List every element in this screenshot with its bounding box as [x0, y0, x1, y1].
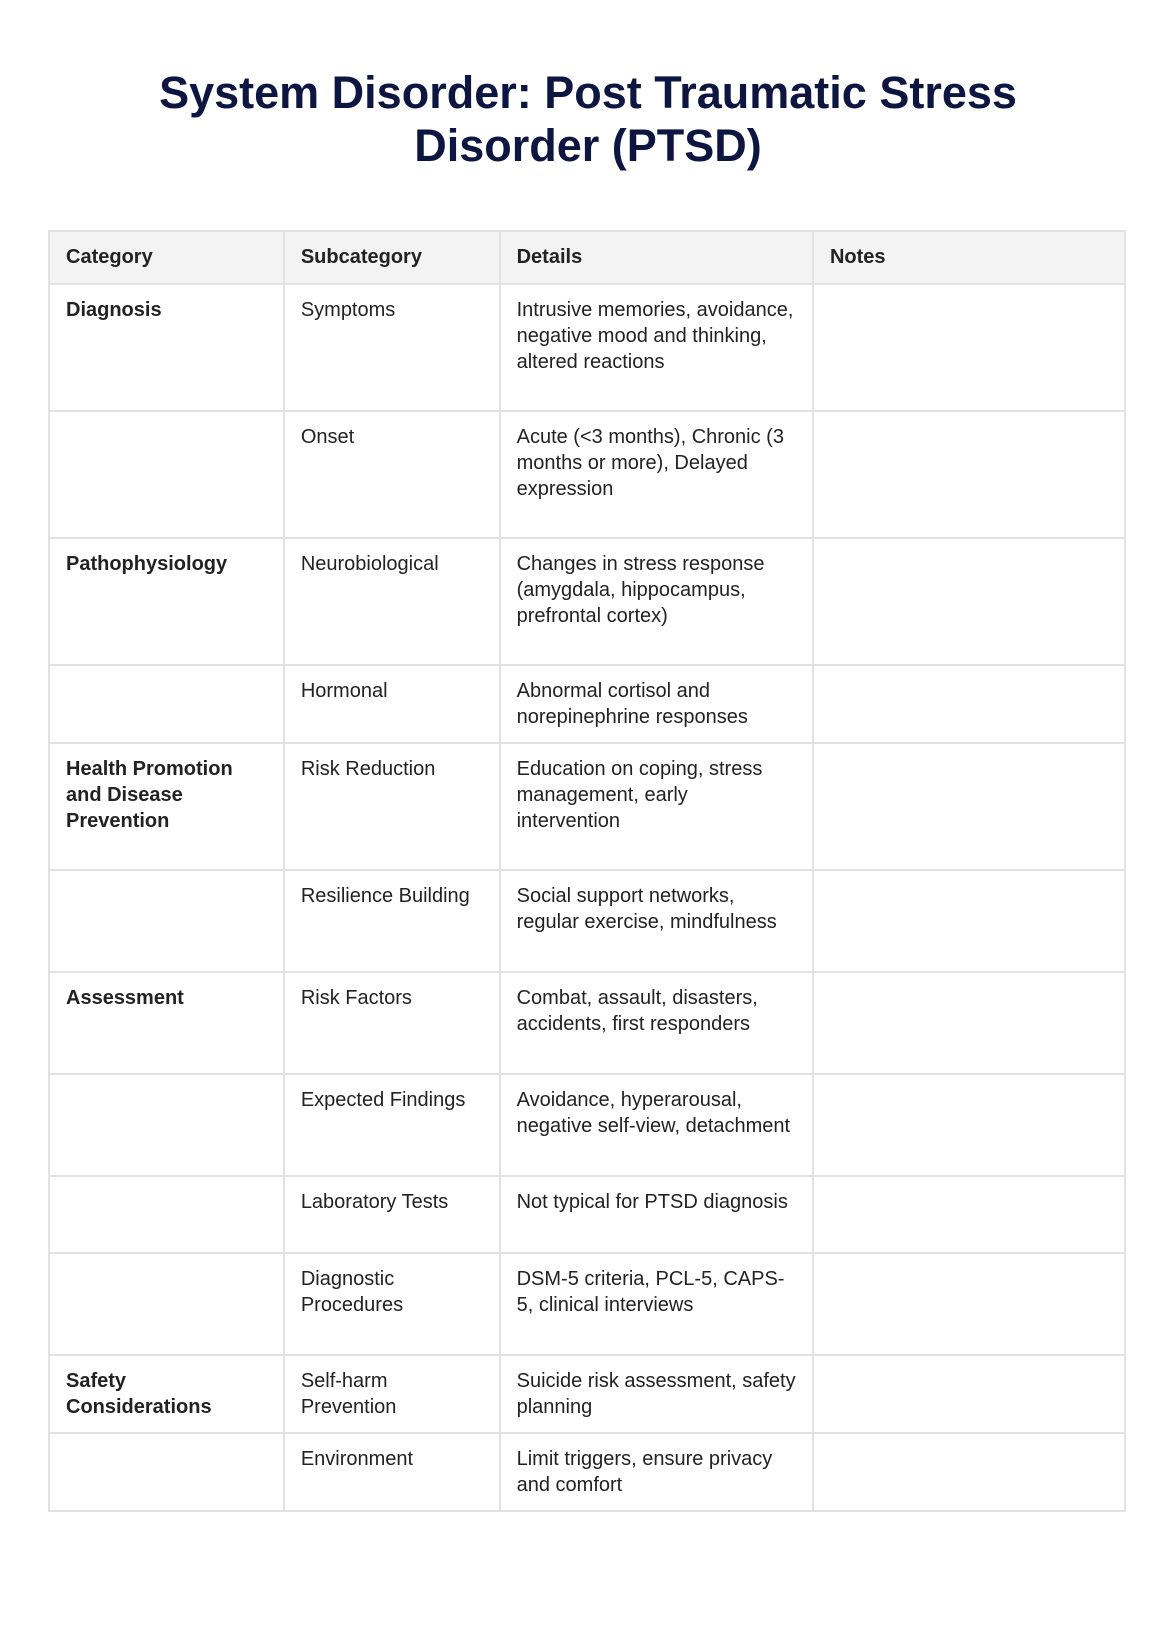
header-notes: Notes: [811, 230, 1127, 285]
table-row: Resilience Building Social support networ…: [48, 869, 1127, 973]
cell-subcategory: Diagnostic Procedures: [282, 1252, 501, 1356]
cell-details: Suicide risk assessment, safety planning: [498, 1354, 814, 1434]
table-row: Diagnostic Procedures DSM-5 criteria, PCL…: [48, 1252, 1127, 1356]
cell-notes: [811, 410, 1127, 539]
cell-subcategory: Symptoms: [282, 283, 501, 412]
cell-category: [48, 1252, 285, 1356]
cell-category: [48, 410, 285, 539]
cell-notes: [811, 1252, 1127, 1356]
cell-notes: [811, 869, 1127, 973]
cell-subcategory: Risk Reduction: [282, 742, 501, 871]
cell-details: Acute (<3 months), Chronic (3 months or …: [498, 410, 814, 539]
cell-notes: [811, 1175, 1127, 1254]
header-details: Details: [498, 230, 814, 285]
table-row: Assessment Risk Factors Combat, assault, d…: [48, 971, 1127, 1075]
table-row: Environment Limit triggers, ensure privac…: [48, 1432, 1127, 1512]
cell-details: Education on coping, stress management, …: [498, 742, 814, 871]
cell-subcategory: Hormonal: [282, 664, 501, 744]
cell-subcategory: Self-harm Prevention: [282, 1354, 501, 1434]
table-row: Diagnosis Symptoms Intrusive memories, avo…: [48, 283, 1127, 412]
cell-category: Pathophysiology: [48, 537, 285, 666]
cell-category: [48, 1073, 285, 1177]
table-row: Health Promotion and Disease Prevention R…: [48, 742, 1127, 871]
table-row: Laboratory Tests Not typical for PTSD dia…: [48, 1175, 1127, 1254]
cell-category: [48, 1175, 285, 1254]
cell-category: [48, 664, 285, 744]
cell-category: [48, 1432, 285, 1512]
cell-details: Abnormal cortisol and norepinephrine res…: [498, 664, 814, 744]
cell-subcategory: Expected Findings: [282, 1073, 501, 1177]
cell-notes: [811, 283, 1127, 412]
cell-category: Diagnosis: [48, 283, 285, 412]
table-row: Hormonal Abnormal cortisol and norepineph…: [48, 664, 1127, 744]
cell-details: Intrusive memories, avoidance, negative …: [498, 283, 814, 412]
table-row: Expected Findings Avoidance, hyperarousal…: [48, 1073, 1127, 1177]
cell-details: Not typical for PTSD diagnosis: [498, 1175, 814, 1254]
table-header-row: Category Subcategory Details Notes: [48, 230, 1127, 285]
cell-details: Social support networks, regular exercis…: [498, 869, 814, 973]
cell-notes: [811, 742, 1127, 871]
cell-notes: [811, 1432, 1127, 1512]
cell-subcategory: Environment: [282, 1432, 501, 1512]
cell-subcategory: Risk Factors: [282, 971, 501, 1075]
page-title: System Disorder: Post Traumatic Stress D…: [159, 67, 1017, 171]
cell-details: Changes in stress response (amygdala, hi…: [498, 537, 814, 666]
cell-notes: [811, 1354, 1127, 1434]
cell-details: Limit triggers, ensure privacy and comfo…: [498, 1432, 814, 1512]
cell-subcategory: Neurobiological: [282, 537, 501, 666]
cell-notes: [811, 664, 1127, 744]
disorder-table: Category Subcategory Details Notes Diagn…: [48, 230, 1127, 1512]
cell-notes: [811, 971, 1127, 1075]
table-row: Pathophysiology Neurobiological Changes in…: [48, 537, 1127, 666]
header-category: Category: [48, 230, 285, 285]
cell-subcategory: Resilience Building: [282, 869, 501, 973]
cell-category: Health Promotion and Disease Prevention: [48, 742, 285, 871]
cell-notes: [811, 1073, 1127, 1177]
cell-subcategory: Laboratory Tests: [282, 1175, 501, 1254]
cell-category: [48, 869, 285, 973]
table-row: Onset Acute (<3 months), Chronic (3 month…: [48, 410, 1127, 539]
header-subcategory: Subcategory: [282, 230, 501, 285]
cell-subcategory: Onset: [282, 410, 501, 539]
cell-category: Assessment: [48, 971, 285, 1075]
cell-category: Safety Considerations: [48, 1354, 285, 1434]
cell-details: Combat, assault, disasters, accidents, f…: [498, 971, 814, 1075]
cell-notes: [811, 537, 1127, 666]
cell-details: Avoidance, hyperarousal, negative self-v…: [498, 1073, 814, 1177]
table-row: Safety Considerations Self-harm Preventio…: [48, 1354, 1127, 1434]
cell-details: DSM-5 criteria, PCL-5, CAPS-5, clinical …: [498, 1252, 814, 1356]
